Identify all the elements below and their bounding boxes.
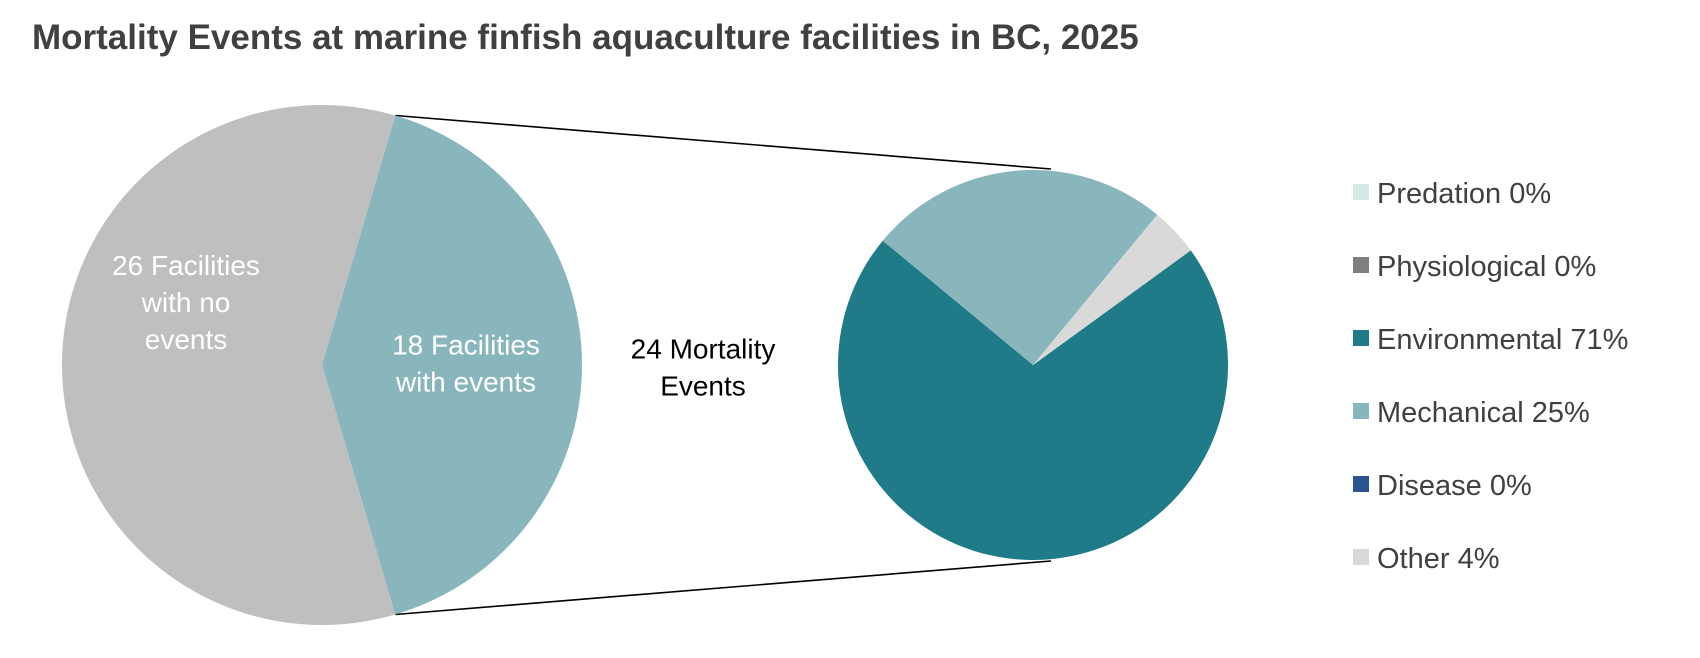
legend-label-environmental: Environmental 71%: [1377, 324, 1628, 356]
legend-item-predation: Predation 0%: [1353, 178, 1551, 210]
legend-label-mechanical: Mechanical 25%: [1377, 397, 1590, 429]
legend-swatch-predation: [1353, 184, 1369, 200]
legend-swatch-disease: [1353, 476, 1369, 492]
primary-pie: [62, 104, 583, 625]
legend-swatch-environmental: [1353, 330, 1369, 346]
secondary-slice-environmental: [838, 240, 1229, 560]
primary-slice-label-18-facilities-with-events: 18 Facilities with events: [392, 330, 540, 398]
legend-item-mechanical: Mechanical 25%: [1353, 397, 1590, 429]
legend-item-disease: Disease 0%: [1353, 470, 1532, 502]
secondary-slice-mechanical: [882, 169, 1158, 365]
primary-slice-26-facilities-with-no-events: [62, 104, 396, 625]
legend-item-environmental: Environmental 71%: [1353, 324, 1628, 356]
secondary-pie: [838, 169, 1229, 560]
legend-item-physiological: Physiological 0%: [1353, 251, 1596, 283]
primary-slice-18-facilities-with-events: [322, 115, 583, 615]
legend: Predation 0% Physiological 0% Environmenta…: [1353, 178, 1628, 575]
legend-swatch-physiological: [1353, 257, 1369, 273]
secondary-slice-other: [1033, 214, 1191, 365]
legend-swatch-mechanical: [1353, 403, 1369, 419]
connector-line-top: [395, 114, 1052, 170]
slice-labels: 18 Facilities with events 26 Facilities wit…: [112, 250, 775, 402]
legend-label-physiological: Physiological 0%: [1377, 251, 1596, 283]
connector-line-bottom: [395, 560, 1052, 616]
legend-item-other: Other 4%: [1353, 543, 1500, 575]
legend-label-predation: Predation 0%: [1377, 178, 1551, 210]
connector-label: 24 Mortality Events: [631, 334, 776, 402]
connector-lines: [395, 114, 1052, 616]
legend-swatch-other: [1353, 549, 1369, 565]
chart-title: Mortality Events at marine finfish aquac…: [32, 18, 1139, 57]
legend-label-other: Other 4%: [1377, 543, 1500, 575]
legend-label-disease: Disease 0%: [1377, 470, 1532, 502]
primary-slice-label-26-facilities-with-no-events: 26 Facilities with no events: [112, 250, 260, 355]
